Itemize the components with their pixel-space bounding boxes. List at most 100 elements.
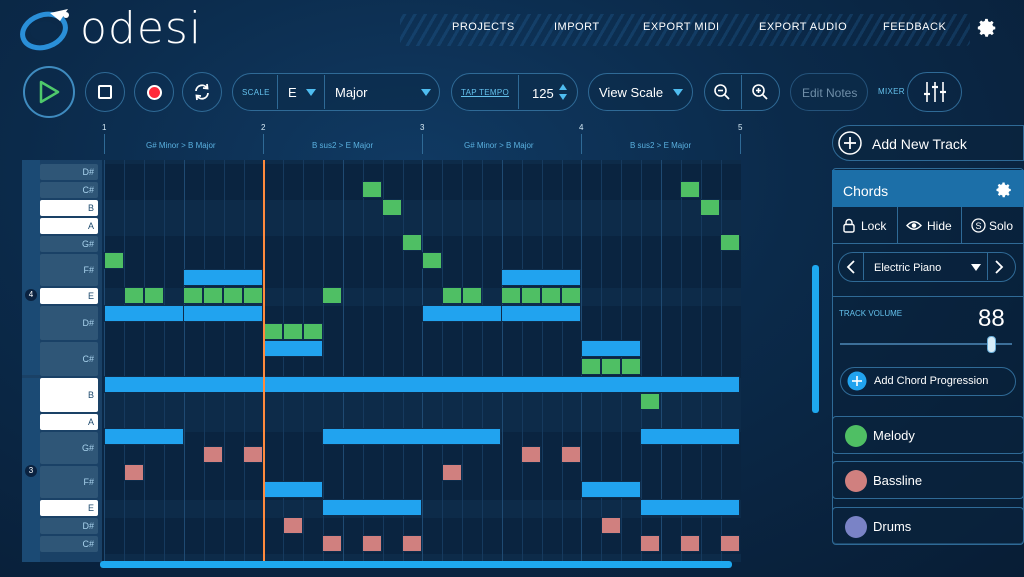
melody-note[interactable] bbox=[462, 287, 482, 304]
piano-key-b4[interactable]: B bbox=[40, 200, 98, 216]
mixer-button[interactable] bbox=[907, 72, 962, 112]
melody-note[interactable] bbox=[561, 287, 581, 304]
edit-notes-button[interactable]: Edit Notes bbox=[790, 73, 868, 111]
track-drums[interactable]: Drums bbox=[832, 507, 1024, 545]
piano-key-ds4[interactable]: D# bbox=[40, 164, 98, 180]
melody-note[interactable] bbox=[124, 287, 144, 304]
volume-slider-handle[interactable] bbox=[986, 336, 996, 353]
chord-label[interactable]: G# Minor > B Major bbox=[464, 141, 534, 150]
nav-import[interactable]: IMPORT bbox=[554, 21, 600, 33]
melody-note[interactable] bbox=[640, 393, 660, 410]
chevron-right-icon[interactable] bbox=[994, 259, 1004, 275]
hide-button[interactable]: Hide bbox=[904, 215, 962, 237]
piano-key-b3[interactable]: B bbox=[40, 378, 98, 412]
chord-label[interactable]: G# Minor > B Major bbox=[146, 141, 216, 150]
tap-tempo-button[interactable]: TAP TEMPO bbox=[461, 88, 510, 97]
add-chord-progression-button[interactable]: Add Chord Progression bbox=[840, 367, 1016, 396]
chord-note[interactable] bbox=[640, 428, 740, 445]
nav-export-midi[interactable]: EXPORT MIDI bbox=[643, 21, 720, 33]
bass-note[interactable] bbox=[680, 535, 700, 552]
melody-note[interactable] bbox=[422, 252, 442, 269]
bass-note[interactable] bbox=[283, 517, 303, 534]
chord-note[interactable] bbox=[501, 305, 581, 322]
tempo-value[interactable]: 125 bbox=[532, 86, 554, 101]
play-button[interactable] bbox=[23, 66, 75, 118]
melody-note[interactable] bbox=[243, 287, 263, 304]
chords-track-header[interactable]: Chords bbox=[832, 170, 1024, 207]
piano-key-e3[interactable]: E bbox=[40, 500, 98, 516]
bass-note[interactable] bbox=[124, 464, 144, 481]
chord-note[interactable] bbox=[183, 305, 263, 322]
instrument-name[interactable]: Electric Piano bbox=[874, 262, 942, 274]
melody-note[interactable] bbox=[283, 323, 303, 340]
piano-key-e4[interactable]: E bbox=[40, 288, 98, 304]
loop-button[interactable] bbox=[182, 72, 222, 112]
bass-note[interactable] bbox=[521, 446, 541, 463]
piano-key-a4[interactable]: A bbox=[40, 218, 98, 234]
melody-note[interactable] bbox=[541, 287, 561, 304]
chord-note[interactable] bbox=[322, 499, 422, 516]
piano-key-ds3[interactable]: D# bbox=[40, 306, 98, 340]
zoom-out-icon[interactable] bbox=[713, 83, 731, 101]
chord-note[interactable] bbox=[581, 340, 641, 357]
melody-note[interactable] bbox=[223, 287, 243, 304]
chord-note[interactable] bbox=[640, 499, 740, 516]
chord-note[interactable] bbox=[322, 428, 501, 445]
piano-key-gs3[interactable]: G# bbox=[40, 432, 98, 464]
chord-note[interactable] bbox=[501, 269, 581, 286]
playhead[interactable] bbox=[263, 160, 265, 562]
settings-gear-icon[interactable] bbox=[976, 17, 998, 39]
piano-key-ds2[interactable]: D# bbox=[40, 518, 98, 534]
chevron-down-icon[interactable] bbox=[971, 264, 981, 271]
melody-note[interactable] bbox=[362, 181, 382, 198]
melody-note[interactable] bbox=[183, 287, 203, 304]
bass-note[interactable] bbox=[322, 535, 342, 552]
piano-key-gs4[interactable]: G# bbox=[40, 236, 98, 252]
piano-key-cs4[interactable]: C# bbox=[40, 182, 98, 198]
melody-note[interactable] bbox=[700, 199, 720, 216]
melody-note[interactable] bbox=[303, 323, 323, 340]
chord-label[interactable]: B sus2 > E Major bbox=[312, 141, 374, 150]
melody-note[interactable] bbox=[104, 252, 124, 269]
nav-projects[interactable]: PROJECTS bbox=[452, 21, 515, 33]
melody-note[interactable] bbox=[382, 199, 402, 216]
melody-note[interactable] bbox=[720, 234, 740, 251]
record-button[interactable] bbox=[134, 72, 174, 112]
chord-note[interactable] bbox=[263, 340, 323, 357]
nav-export-audio[interactable]: EXPORT AUDIO bbox=[759, 21, 848, 33]
chord-note[interactable] bbox=[183, 269, 263, 286]
melody-note[interactable] bbox=[521, 287, 541, 304]
track-melody[interactable]: Melody bbox=[832, 416, 1024, 454]
stop-button[interactable] bbox=[85, 72, 125, 112]
lock-button[interactable]: Lock bbox=[840, 215, 898, 237]
tempo-stepper-icon[interactable] bbox=[558, 82, 568, 102]
bass-note[interactable] bbox=[362, 535, 382, 552]
piano-key-a3[interactable]: A bbox=[40, 414, 98, 430]
track-bassline[interactable]: Bassline bbox=[832, 461, 1024, 499]
melody-note[interactable] bbox=[442, 287, 462, 304]
view-scale-select[interactable]: View Scale bbox=[588, 73, 693, 111]
bass-note[interactable] bbox=[442, 464, 462, 481]
melody-note[interactable] bbox=[402, 234, 422, 251]
melody-note[interactable] bbox=[144, 287, 164, 304]
vertical-scrollbar[interactable] bbox=[812, 265, 819, 413]
volume-slider-track[interactable] bbox=[840, 343, 1012, 345]
bass-note[interactable] bbox=[561, 446, 581, 463]
horizontal-scrollbar[interactable] bbox=[100, 561, 732, 568]
scale-mode-select[interactable]: Major bbox=[326, 75, 438, 109]
piano-key-cs2[interactable]: C# bbox=[40, 536, 98, 552]
chord-label[interactable]: B sus2 > E Major bbox=[630, 141, 692, 150]
piano-key-fs4[interactable]: F# bbox=[40, 254, 98, 286]
chord-note[interactable] bbox=[263, 481, 323, 498]
melody-note[interactable] bbox=[601, 358, 621, 375]
bass-note[interactable] bbox=[640, 535, 660, 552]
scale-key-select[interactable]: E bbox=[279, 75, 323, 109]
melody-note[interactable] bbox=[263, 323, 283, 340]
melody-note[interactable] bbox=[621, 358, 641, 375]
chord-note[interactable] bbox=[581, 481, 641, 498]
app-logo[interactable]: odesi bbox=[20, 6, 202, 52]
zoom-in-icon[interactable] bbox=[751, 83, 769, 101]
solo-button[interactable]: S Solo bbox=[969, 215, 1021, 237]
melody-note[interactable] bbox=[322, 287, 342, 304]
melody-note[interactable] bbox=[203, 287, 223, 304]
